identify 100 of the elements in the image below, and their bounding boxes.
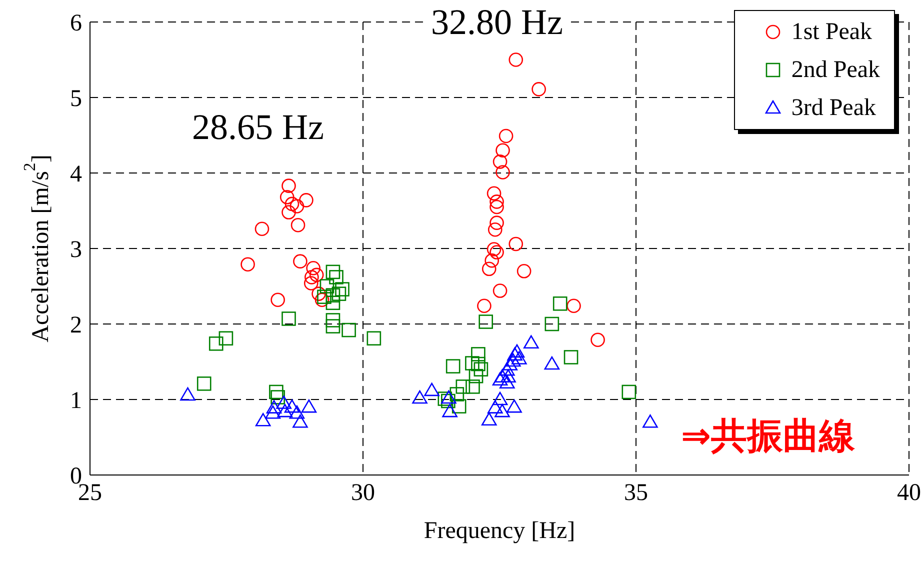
point xyxy=(499,375,515,389)
point xyxy=(496,165,510,180)
point xyxy=(490,194,504,209)
annotation: 32.80 Hz xyxy=(431,2,563,42)
point xyxy=(265,405,281,419)
point xyxy=(342,322,356,338)
point xyxy=(276,396,292,409)
point xyxy=(478,314,493,329)
point xyxy=(317,290,332,304)
point xyxy=(326,288,340,302)
point xyxy=(471,347,486,362)
point xyxy=(332,286,346,301)
point xyxy=(494,404,510,418)
point xyxy=(282,205,296,220)
y-tick-label: 1 xyxy=(70,388,82,414)
point xyxy=(481,412,497,426)
point xyxy=(326,313,340,328)
point xyxy=(326,319,340,334)
point xyxy=(299,193,314,208)
point xyxy=(482,262,496,276)
point xyxy=(486,242,502,256)
x-tick-label: 40 xyxy=(897,480,921,506)
point xyxy=(566,298,581,314)
point xyxy=(301,399,317,413)
point xyxy=(487,400,503,414)
point xyxy=(450,387,464,402)
point xyxy=(490,245,504,260)
point xyxy=(492,392,508,406)
point xyxy=(366,331,382,346)
y-tick-label: 4 xyxy=(70,162,82,188)
point xyxy=(544,316,560,332)
point xyxy=(442,404,458,418)
point xyxy=(441,394,456,408)
point xyxy=(524,335,539,349)
point xyxy=(329,270,344,284)
point xyxy=(456,380,470,394)
point xyxy=(490,216,504,230)
point xyxy=(280,190,294,204)
y-tick-label: 5 xyxy=(70,86,82,112)
point xyxy=(284,196,300,212)
point xyxy=(314,292,330,307)
point xyxy=(293,254,308,268)
point xyxy=(502,357,518,370)
point xyxy=(412,390,428,404)
point xyxy=(532,82,546,96)
point xyxy=(516,264,532,278)
point xyxy=(552,296,568,311)
point xyxy=(304,270,319,284)
point xyxy=(452,399,466,414)
point xyxy=(564,350,578,364)
x-tick-label: 30 xyxy=(351,480,375,506)
legend-label: 1st Peak xyxy=(791,18,872,47)
point xyxy=(507,347,522,361)
point xyxy=(488,222,502,237)
annotation: ⇒共振曲線 xyxy=(680,416,856,457)
point xyxy=(642,414,658,428)
point xyxy=(496,143,510,158)
point xyxy=(282,312,296,326)
point xyxy=(326,264,340,280)
point xyxy=(292,414,308,428)
annotation: 28.65 Hz xyxy=(192,107,324,148)
point xyxy=(320,279,334,294)
legend-label: 3rd Peak xyxy=(791,94,876,123)
x-tick-label: 35 xyxy=(624,480,648,506)
point xyxy=(424,382,440,396)
point xyxy=(498,128,514,144)
point xyxy=(492,154,508,169)
point xyxy=(441,390,456,404)
point xyxy=(446,359,460,374)
point xyxy=(309,268,324,282)
point xyxy=(438,392,452,406)
point xyxy=(290,199,304,214)
point xyxy=(208,336,224,351)
point xyxy=(492,284,508,298)
point xyxy=(477,298,492,314)
point xyxy=(471,356,486,372)
point xyxy=(282,178,296,193)
point xyxy=(304,276,318,290)
y-tick-label: 6 xyxy=(70,10,82,37)
point xyxy=(490,200,504,214)
point xyxy=(284,399,300,413)
point xyxy=(468,368,484,384)
point xyxy=(492,372,508,386)
y-tick-label: 2 xyxy=(70,312,82,339)
point xyxy=(254,222,270,236)
point xyxy=(544,356,560,370)
point xyxy=(506,399,522,413)
point xyxy=(508,236,524,252)
point xyxy=(484,253,500,268)
point xyxy=(196,376,212,391)
point xyxy=(500,369,516,382)
point xyxy=(255,412,271,426)
point xyxy=(266,400,282,414)
point xyxy=(509,344,525,358)
point xyxy=(474,362,488,376)
point xyxy=(512,351,527,364)
point xyxy=(277,404,293,418)
point xyxy=(335,282,350,296)
point xyxy=(269,384,284,400)
point xyxy=(466,380,480,394)
